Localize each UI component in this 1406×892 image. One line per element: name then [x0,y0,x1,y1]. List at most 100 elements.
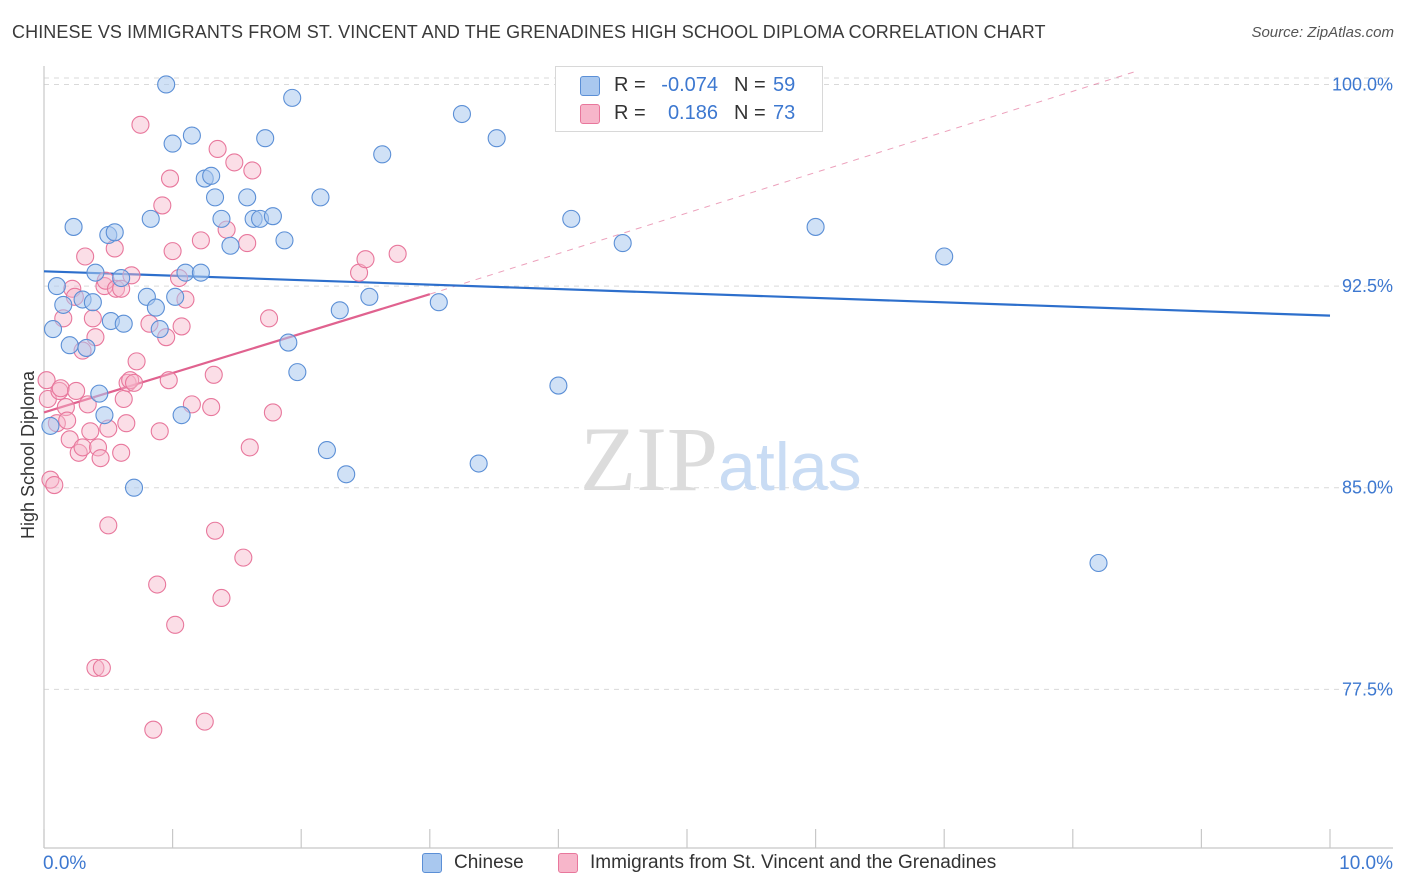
data-point-chinese [172,406,191,425]
data-point-chinese [263,207,282,226]
data-point-svg [124,373,144,392]
data-point-chinese [182,126,201,145]
data-point-svg [191,231,210,250]
data-point-chinese [202,166,221,185]
data-point-svg [45,475,64,495]
data-point-svg [78,395,97,414]
data-point-chinese [150,320,169,339]
data-point-svg [92,658,111,677]
data-point-chinese [77,338,96,357]
data-point-svg [37,371,56,390]
data-point-chinese [212,209,231,228]
data-point-svg [208,139,227,159]
data-point-svg [240,438,259,457]
data-point-svg [163,242,182,261]
data-point-chinese [429,293,448,312]
legend-n-label: N = [734,102,766,124]
x-tick-label-min: 0.0% [43,853,86,874]
data-point-chinese [275,231,294,250]
data-point-svg [60,430,79,449]
data-point-chinese [549,376,568,395]
data-point-svg [91,449,110,468]
y-tick-labels: 77.5% 85.0% 92.5% 100.0% [1332,74,1393,699]
watermark-atlas: atlas [718,429,862,505]
data-point-chinese [95,406,114,425]
data-point-chinese [337,465,356,484]
data-point-chinese [283,88,302,107]
data-point-chinese [469,454,488,473]
data-point-svg [58,411,77,430]
data-point-chinese [112,268,131,288]
data-point-chinese [54,295,73,314]
legend-n-value-chinese: 59 [773,74,796,96]
legend-row-chinese: R = -0.074 N = 59 [556,72,822,100]
axes [43,66,1393,849]
data-point-svg [144,720,163,739]
correlation-legend: R = -0.074 N = 59 R = 0.186 N = 73 [555,66,823,132]
data-point-svg [56,398,75,417]
data-point-chinese [311,188,330,207]
legend-r-label: R = [614,102,646,124]
data-point-svg [243,161,262,180]
legend-row-svg: R = 0.186 N = 73 [556,100,822,128]
data-point-chinese [238,188,257,207]
y-tick-label: 77.5% [1342,679,1393,699]
data-point-svg [117,414,136,433]
data-point-svg [86,658,105,677]
data-point-chinese [487,129,506,148]
data-point-chinese [452,104,472,124]
data-point-svg [150,422,169,441]
legend-r-value-svg: 0.186 [667,102,718,124]
y-tick-label: 85.0% [1342,478,1393,498]
data-point-chinese [146,298,165,317]
data-point-svg [356,250,375,269]
legend-label-svg: Immigrants from St. Vincent and the Gren… [590,852,997,873]
legend-swatch-chinese [422,853,442,873]
data-point-chinese [41,416,60,435]
data-point-svg [159,371,178,390]
data-point-svg [127,352,146,371]
data-point-svg [88,438,108,457]
data-point-chinese [191,263,210,282]
data-point-svg [73,438,92,457]
data-point-svg [81,422,100,441]
data-point-svg [148,575,167,594]
watermark-zip: ZIP [580,408,718,510]
data-point-chinese [90,384,109,403]
data-point-chinese [806,217,825,236]
data-point-chinese [256,129,275,148]
data-point-chinese [163,134,182,153]
series-svg-points [37,115,407,739]
data-point-chinese [166,287,185,306]
data-point-svg [51,379,70,398]
data-point-svg [131,115,150,134]
data-point-chinese [60,336,79,355]
x-tick-label-max: 10.0% [1339,853,1393,874]
data-point-chinese [373,145,392,164]
data-point-chinese [83,293,102,312]
data-point-chinese [330,301,349,320]
data-point-svg [160,169,180,188]
data-point-chinese [157,75,176,94]
trend-line-chinese [43,270,1331,317]
legend-swatch-svg [580,104,600,124]
data-point-svg [234,548,253,567]
legend-r-label: R = [614,74,646,96]
data-point-chinese [86,263,105,282]
legend-swatch-svg [558,853,578,873]
source-credit: Source: ZipAtlas.com [1251,24,1394,41]
y-axis-label: High School Diploma [18,370,38,539]
trend-line-svg-extension [429,70,1138,295]
series-chinese-points [41,75,1108,573]
data-point-svg [212,588,231,608]
data-point-chinese [43,320,63,339]
data-point-svg [114,389,133,409]
data-point-chinese [105,223,124,242]
data-point-chinese [141,209,160,228]
data-point-chinese [317,441,336,460]
y-tick-label: 92.5% [1342,276,1393,296]
data-point-svg [166,615,185,634]
data-point-chinese [288,363,307,382]
data-point-chinese [221,236,240,255]
